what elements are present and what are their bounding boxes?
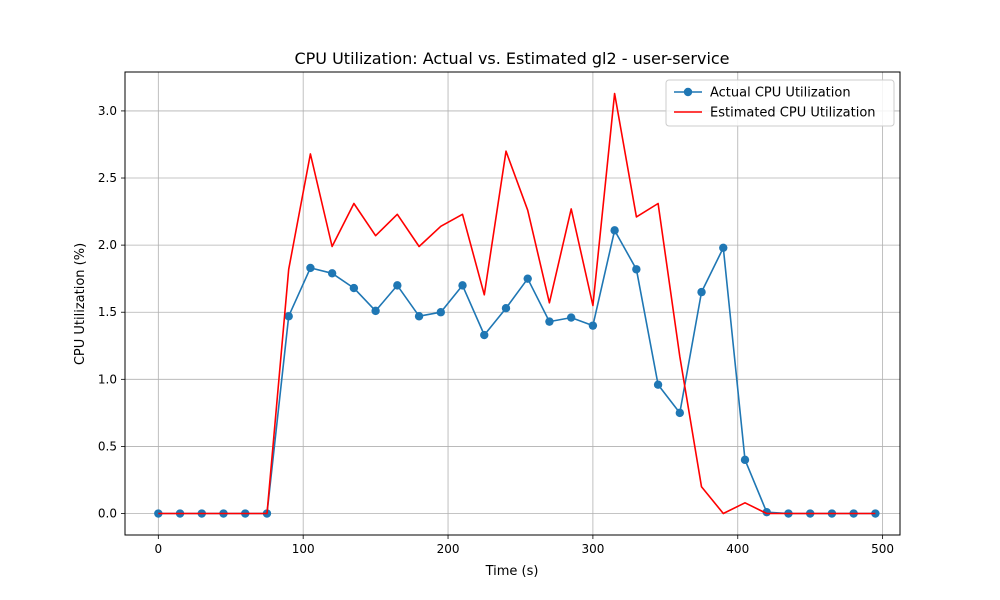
actual-point: [610, 226, 619, 235]
series-actual: [154, 226, 880, 518]
actual-point: [327, 269, 337, 278]
actual-point: [393, 281, 402, 290]
actual-point: [458, 281, 467, 290]
actual-point: [675, 408, 685, 418]
legend-box: [665, 79, 895, 127]
y-tick-label: 2.0: [98, 238, 117, 252]
y-tick-label: 1.0: [98, 372, 117, 386]
series-layer: [154, 92, 880, 518]
ticks: 0 100 200 300 400 500 0.0 0.5 1.0 1.5 2.0 2.5 3.0: [98, 104, 894, 556]
actual-point: [501, 303, 511, 313]
legend-label: Estimated CPU Utilization: [710, 106, 876, 121]
legend-label: Actual CPU Utilization: [710, 86, 851, 101]
actual-point: [284, 312, 293, 321]
actual-point: [588, 321, 598, 330]
plot-area-frame: [124, 71, 901, 536]
y-tick-label: 3.0: [98, 104, 117, 118]
y-tick-label: 0.0: [98, 507, 117, 521]
actual-point: [566, 313, 576, 322]
actual-point: [414, 312, 424, 321]
x-tick-label: 200: [437, 542, 460, 556]
x-axis-label: Time (s): [485, 564, 539, 579]
estimated-line: [158, 92, 876, 515]
x-tick-label: 100: [292, 542, 315, 556]
actual-point: [523, 274, 532, 283]
actual-point: [632, 265, 641, 274]
actual-point: [653, 380, 663, 389]
legend: Actual CPU Utilization Estimated CPU Util…: [665, 79, 895, 127]
actual-point: [306, 263, 315, 273]
x-tick-label: 300: [581, 542, 604, 556]
legend-swatch-marker: [683, 87, 693, 97]
chart-title: CPU Utilization: Actual vs. Estimated gl…: [294, 49, 729, 68]
actual-point: [545, 317, 554, 326]
actual-point: [740, 455, 750, 465]
x-tick-label: 0: [154, 542, 162, 556]
x-tick-label: 400: [726, 542, 749, 556]
actual-line: [158, 229, 876, 515]
actual-point: [697, 287, 706, 297]
legend-item: Actual CPU Utilization: [674, 86, 851, 101]
y-tick-label: 1.5: [98, 305, 117, 319]
actual-point: [719, 243, 728, 253]
actual-point: [371, 306, 380, 316]
series-estimated: [158, 92, 876, 515]
actual-point: [436, 308, 445, 317]
y-axis-label: CPU Utilization (%): [73, 243, 88, 365]
legend-item: Estimated CPU Utilization: [674, 106, 876, 121]
y-tick-label: 0.5: [98, 439, 117, 453]
x-tick-label: 500: [871, 542, 894, 556]
y-tick-label: 2.5: [98, 171, 117, 185]
actual-point: [480, 330, 489, 340]
actual-point: [349, 283, 359, 293]
